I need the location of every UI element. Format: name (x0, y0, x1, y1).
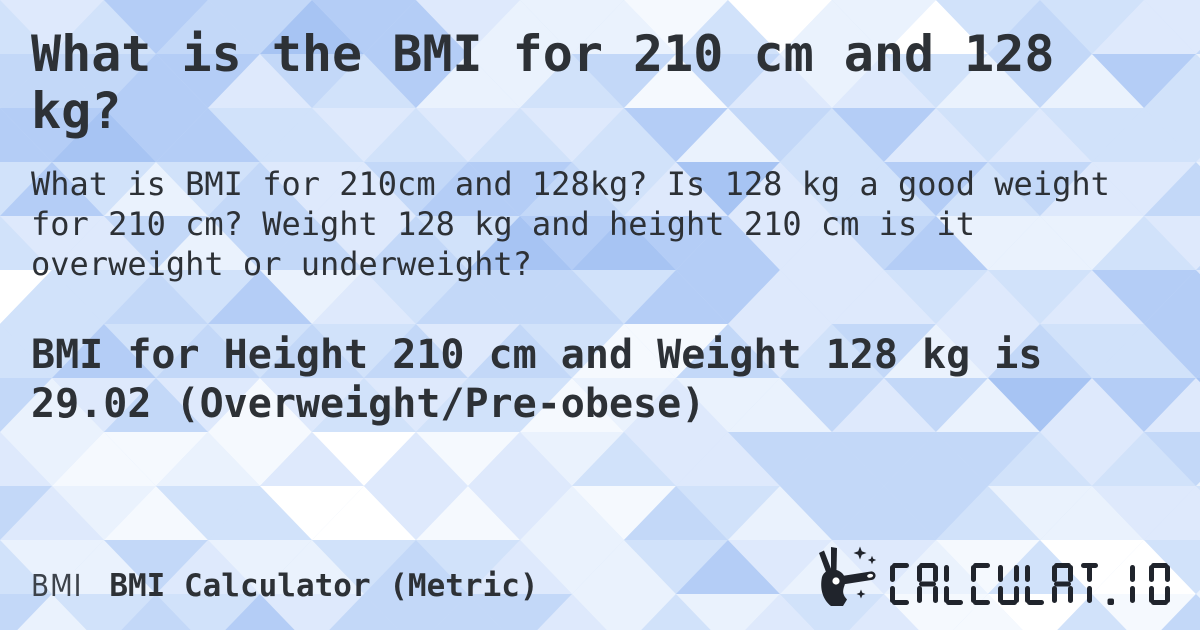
bmi-result-heading: BMI for Height 210 cm and Weight 128 kg … (31, 332, 1043, 427)
page-description: What is BMI for 210cm and 128kg? Is 128 … (31, 165, 1110, 283)
bmi-badge: BMI (31, 569, 83, 604)
page-title: What is the BMI for 210 cm and 128 kg? (31, 25, 1055, 140)
magic-wand-icon (819, 546, 877, 606)
footer: BMI BMI Calculator (Metric) (31, 544, 1170, 606)
calculatio-logo (890, 563, 1170, 605)
app-name: BMI Calculator (Metric) (109, 568, 539, 604)
brand (814, 544, 1170, 606)
footer-app: BMI BMI Calculator (Metric) (31, 568, 539, 604)
